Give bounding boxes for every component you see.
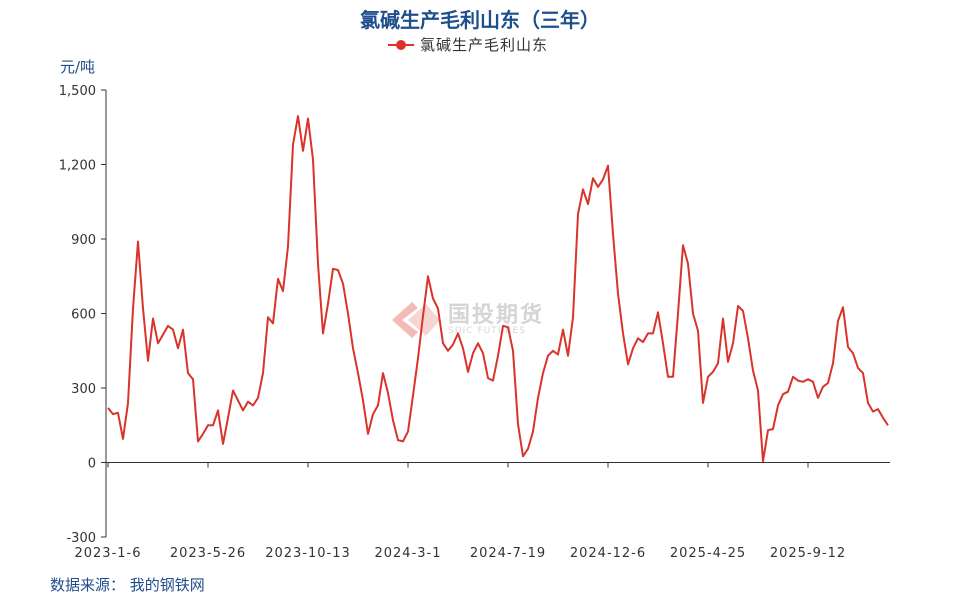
y-tick-label: 900 <box>71 233 96 248</box>
x-tick-label: 2025-9-12 <box>770 546 846 561</box>
watermark-text: 国投期货 <box>448 302 545 328</box>
y-tick-label: 300 <box>71 382 96 397</box>
x-tick-label: 2023-5-26 <box>170 546 246 561</box>
y-axis-unit: 元/吨 <box>60 58 96 76</box>
x-tick-label: 2024-3-1 <box>374 546 441 561</box>
y-tick-label: 600 <box>71 308 96 323</box>
legend: 氯碱生产毛利山东 <box>388 34 548 55</box>
x-tick-label: 2024-7-19 <box>470 546 546 561</box>
watermark-subtext: SDIC FUTURES <box>448 325 526 336</box>
x-tick-label: 2025-4-25 <box>670 546 746 561</box>
chart-title: 氯碱生产毛利山东（三年） <box>360 8 600 32</box>
y-tick-label: 1,200 <box>59 159 96 174</box>
legend-label: 氯碱生产毛利山东 <box>420 36 549 54</box>
x-tick-label: 2023-1-6 <box>74 546 141 561</box>
x-tick-label: 2023-10-13 <box>265 546 351 561</box>
legend-marker-icon <box>388 39 414 51</box>
source-note: 数据来源： 我的钢铁网 <box>50 576 205 594</box>
watermark: 国投期货 SDIC FUTURES <box>388 300 544 340</box>
y-tick-label: -300 <box>66 531 96 546</box>
y-tick-label: 1,500 <box>59 84 96 99</box>
watermark-logo-icon <box>392 302 440 338</box>
x-tick-label: 2024-12-6 <box>570 546 646 561</box>
series-line-shandong <box>107 115 889 463</box>
y-tick-label: 0 <box>88 457 96 472</box>
